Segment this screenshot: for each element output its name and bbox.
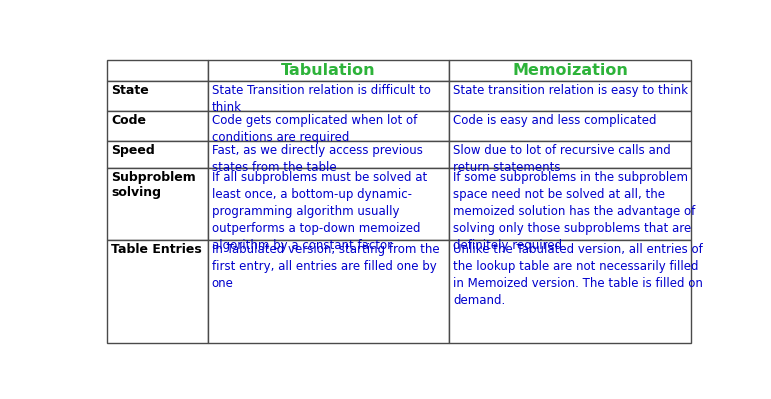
Bar [107, 60, 207, 81]
Text: Code gets complicated when lot of
conditions are required: Code gets complicated when lot of condit… [212, 114, 417, 144]
Bar [207, 168, 449, 240]
Bar [207, 240, 449, 343]
Bar [107, 111, 207, 141]
Text: Tabulation: Tabulation [281, 63, 375, 78]
Text: In Tabulated version, starting from the
first entry, all entries are filled one : In Tabulated version, starting from the … [212, 243, 439, 290]
Bar [449, 60, 691, 81]
Bar [207, 60, 449, 81]
Text: If all subproblems must be solved at
least once, a bottom-up dynamic-
programmin: If all subproblems must be solved at lea… [212, 171, 427, 252]
Text: Slow due to lot of recursive calls and
return statements: Slow due to lot of recursive calls and r… [453, 144, 672, 174]
Bar [207, 141, 449, 168]
Bar [107, 141, 207, 168]
Text: Subproblem
solving: Subproblem solving [111, 171, 196, 199]
Bar [449, 111, 691, 141]
Bar [107, 168, 207, 240]
Bar [107, 81, 207, 111]
Bar [107, 240, 207, 343]
Text: Memoization: Memoization [512, 63, 628, 78]
Text: Code: Code [111, 114, 146, 127]
Text: Fast, as we directly access previous
states from the table: Fast, as we directly access previous sta… [212, 144, 423, 174]
Text: State Transition relation is difficult to
think: State Transition relation is difficult t… [212, 85, 430, 115]
Bar [449, 81, 691, 111]
Text: Code is easy and less complicated: Code is easy and less complicated [453, 114, 657, 127]
Bar [449, 240, 691, 343]
Text: Speed: Speed [111, 144, 155, 157]
Bar [449, 168, 691, 240]
Bar [207, 81, 449, 111]
Text: State transition relation is easy to think: State transition relation is easy to thi… [453, 85, 689, 97]
Bar [207, 111, 449, 141]
Text: State: State [111, 85, 149, 97]
Text: Table Entries: Table Entries [111, 243, 202, 256]
Bar [449, 141, 691, 168]
Text: Unlike the Tabulated version, all entries of
the lookup table are not necessaril: Unlike the Tabulated version, all entrie… [453, 243, 703, 307]
Text: If some subproblems in the subproblem
space need not be solved at all, the
memoi: If some subproblems in the subproblem sp… [453, 171, 695, 252]
